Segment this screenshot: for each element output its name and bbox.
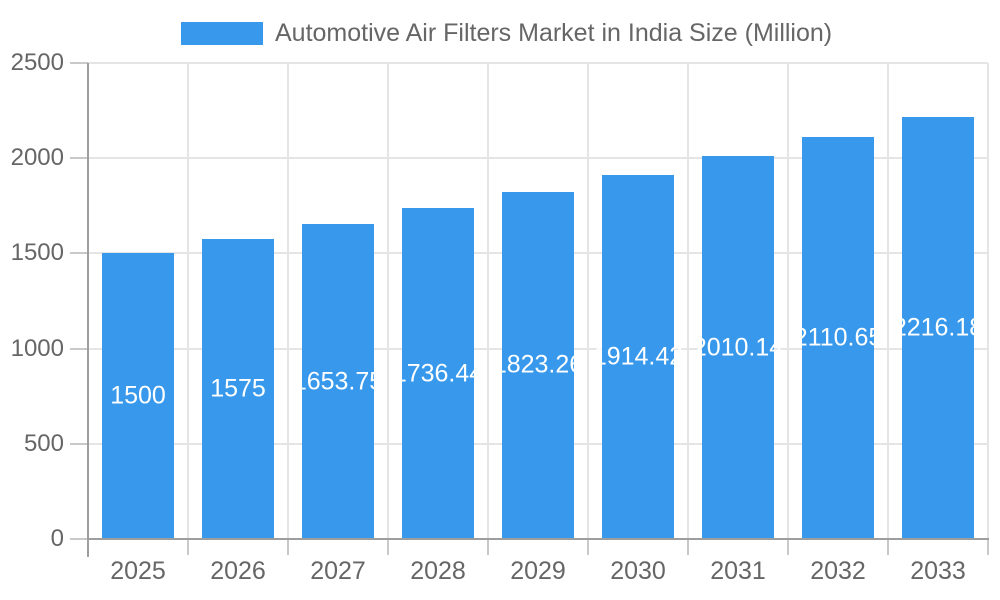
v-gridline	[787, 63, 789, 539]
y-tick-mark	[70, 252, 88, 255]
v-gridline	[587, 63, 589, 539]
bar-value-label: 2216.18	[892, 313, 984, 342]
y-tick-label: 500	[23, 429, 64, 457]
v-gridline	[287, 63, 289, 539]
y-tick-label: 2500	[10, 49, 64, 76]
x-tick-mark	[587, 539, 589, 555]
bar-2032: 2110.65	[794, 137, 882, 539]
x-tick-label: 2025	[110, 557, 166, 585]
bar-2025: 1500	[102, 253, 174, 539]
h-gridline	[88, 62, 988, 64]
bar-value-label: 2110.65	[793, 323, 883, 352]
legend-swatch-icon	[181, 22, 263, 45]
y-axis-labels: 0 500 1000 1500 2000 2500	[0, 49, 64, 552]
x-tick-mark	[987, 539, 989, 555]
x-tick-label: 2033	[910, 557, 966, 585]
bar-2031: 2010.14	[693, 156, 783, 539]
bar-2030: 1914.42	[593, 174, 683, 539]
x-tick-mark	[287, 539, 289, 555]
y-tick-mark	[70, 442, 88, 445]
y-tick-mark	[70, 62, 88, 64]
x-axis-line	[87, 538, 989, 540]
x-tick-label: 2027	[310, 557, 366, 585]
y-tick-mark	[70, 347, 88, 350]
h-gridline	[88, 157, 988, 160]
x-tick-mark	[187, 539, 189, 555]
x-tick-label: 2028	[410, 557, 466, 585]
x-tick-mark	[487, 539, 489, 555]
v-gridline	[987, 63, 989, 539]
y-tick-label: 1500	[10, 239, 64, 267]
bar-value-label: 1575	[210, 374, 266, 403]
y-tick-label: 0	[50, 525, 64, 552]
v-gridline	[487, 63, 489, 539]
plot-area: 1500 1575 1653.75 1736.44 1823.26 1914.42 2010…	[87, 62, 989, 557]
bar-value-label: 1823.26	[492, 350, 584, 379]
x-tick-label: 2030	[610, 557, 666, 585]
v-gridline	[387, 63, 389, 539]
y-tick-label: 1000	[10, 334, 64, 362]
x-tick-label: 2026	[210, 557, 266, 585]
bar-value-label: 1653.75	[292, 367, 384, 396]
bar-value-label: 1500	[110, 381, 166, 410]
y-tick-mark	[70, 538, 88, 540]
x-tick-mark	[387, 539, 389, 555]
bar-2026: 1575	[202, 239, 274, 539]
x-tick-mark	[787, 539, 789, 555]
bar-2033: 2216.18	[893, 117, 983, 539]
v-gridline	[687, 63, 689, 539]
bar-2029: 1823.26	[493, 191, 583, 539]
bar-2028: 1736.44	[393, 208, 483, 539]
legend-item[interactable]: Automotive Air Filters Market in India S…	[181, 19, 832, 48]
x-tick-label: 2031	[710, 557, 766, 585]
legend-label: Automotive Air Filters Market in India S…	[275, 19, 833, 47]
x-tick-mark	[887, 539, 889, 555]
y-tick-mark	[70, 157, 88, 160]
bar-value-label: 1736.44	[392, 359, 484, 388]
v-gridline	[887, 63, 889, 539]
v-gridline	[187, 63, 189, 539]
x-tick-label: 2032	[810, 557, 866, 585]
bar-2027: 1653.75	[293, 224, 383, 539]
bar-value-label: 1914.42	[592, 342, 684, 371]
y-axis-line	[87, 63, 89, 557]
y-tick-label: 2000	[10, 144, 64, 172]
x-axis-labels: 2025 2026 2027 2028 2029 2030 2031 2032 2033	[88, 557, 988, 587]
x-tick-label: 2029	[510, 557, 566, 585]
x-tick-mark	[687, 539, 689, 555]
bar-value-label: 2010.14	[692, 333, 784, 362]
